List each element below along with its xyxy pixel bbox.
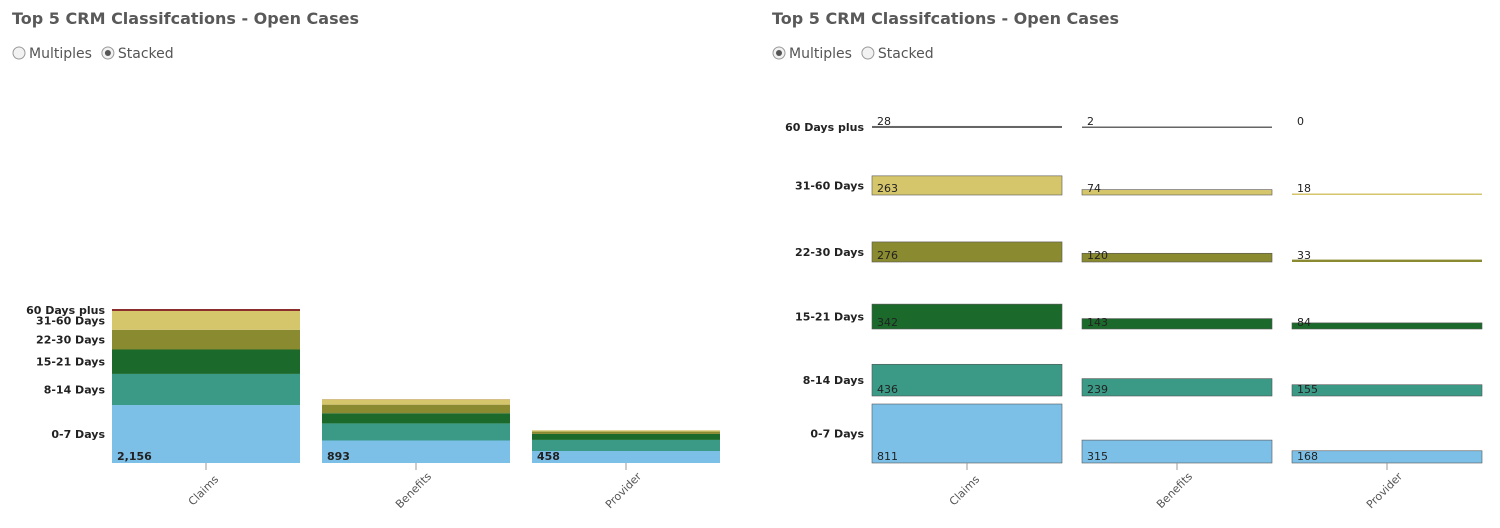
category-label: Provider — [1364, 470, 1406, 512]
radio-label[interactable]: Multiples — [29, 46, 92, 62]
bar — [872, 125, 1062, 128]
series-label: 60 Days plus — [785, 121, 864, 134]
value-label: 2 — [1087, 115, 1094, 128]
series-label: 22-30 Days — [36, 334, 105, 347]
bar-segment — [322, 423, 510, 441]
series-label: 31-60 Days — [795, 179, 864, 192]
radio-label[interactable]: Stacked — [878, 46, 934, 62]
bar — [1081, 252, 1273, 263]
value-label: 143 — [1087, 316, 1108, 329]
bar — [1081, 189, 1273, 196]
radio-button[interactable] — [12, 46, 26, 60]
bar-segment — [532, 430, 720, 432]
value-label: 33 — [1297, 249, 1311, 262]
bar-segment — [112, 349, 300, 374]
radio-dot — [776, 50, 782, 56]
series-label: 22-30 Days — [795, 246, 864, 259]
category-label: Provider — [603, 470, 645, 512]
bar-segment — [532, 451, 720, 463]
bar-segment — [322, 413, 510, 424]
value-label: 74 — [1087, 182, 1101, 195]
value-label: 436 — [877, 383, 898, 396]
bar-segment — [112, 373, 300, 406]
bar — [1291, 384, 1483, 397]
value-label: 276 — [877, 249, 898, 262]
series-label: 15-21 Days — [795, 311, 864, 324]
bar — [1081, 439, 1273, 464]
radio-label[interactable]: Stacked — [118, 46, 174, 62]
chart-title: Top 5 CRM Classifcations - Open Cases — [772, 9, 1119, 28]
bar-segment — [532, 439, 720, 451]
total-label: 2,156 — [117, 450, 152, 463]
bar — [871, 175, 1063, 196]
radio-button[interactable] — [861, 46, 875, 60]
value-label: 239 — [1087, 383, 1108, 396]
bar-segment — [112, 309, 300, 311]
series-label: 0-7 Days — [810, 428, 864, 441]
bar-segment — [112, 329, 300, 350]
value-label: 342 — [877, 316, 898, 329]
bar — [1292, 259, 1482, 262]
total-label: 458 — [537, 450, 560, 463]
bar — [1081, 318, 1273, 330]
category-label: Benefits — [1154, 470, 1195, 511]
value-label: 155 — [1297, 383, 1318, 396]
series-label: 0-7 Days — [51, 428, 105, 441]
value-label: 811 — [877, 450, 898, 463]
series-label: 8-14 Days — [803, 374, 865, 387]
bar-segment — [532, 431, 720, 434]
bar — [1081, 378, 1273, 397]
series-label: 60 Days plus — [26, 304, 105, 317]
value-label: 0 — [1297, 115, 1304, 128]
series-label: 15-21 Days — [36, 356, 105, 369]
bar-segment — [112, 311, 300, 330]
value-label: 28 — [877, 115, 891, 128]
value-label: 168 — [1297, 450, 1318, 463]
series-label: 31-60 Days — [36, 314, 105, 327]
series-label: 8-14 Days — [44, 384, 106, 397]
bar — [1291, 450, 1483, 464]
bar-segment — [532, 433, 720, 440]
bar-segment — [322, 399, 510, 405]
bar — [871, 403, 1063, 464]
radio-label[interactable]: Multiples — [789, 46, 852, 62]
radio-dot — [104, 50, 111, 56]
category-label: Claims — [186, 473, 222, 509]
bar-segment — [322, 440, 510, 463]
bar — [1292, 193, 1482, 195]
total-label: 893 — [327, 450, 350, 463]
bar — [871, 241, 1063, 263]
category-label: Claims — [947, 473, 983, 509]
bar — [1082, 126, 1272, 128]
value-label: 18 — [1297, 182, 1311, 195]
value-label: 120 — [1087, 249, 1108, 262]
category-label: Benefits — [393, 470, 434, 511]
bar-segment — [322, 404, 510, 414]
value-label: 84 — [1297, 316, 1311, 329]
bar — [871, 303, 1063, 330]
bar-segment — [112, 405, 300, 463]
value-label: 263 — [877, 182, 898, 195]
bar — [871, 363, 1063, 397]
value-label: 315 — [1087, 450, 1108, 463]
chart-title: Top 5 CRM Classifcations - Open Cases — [12, 9, 359, 28]
bar — [1291, 322, 1483, 330]
